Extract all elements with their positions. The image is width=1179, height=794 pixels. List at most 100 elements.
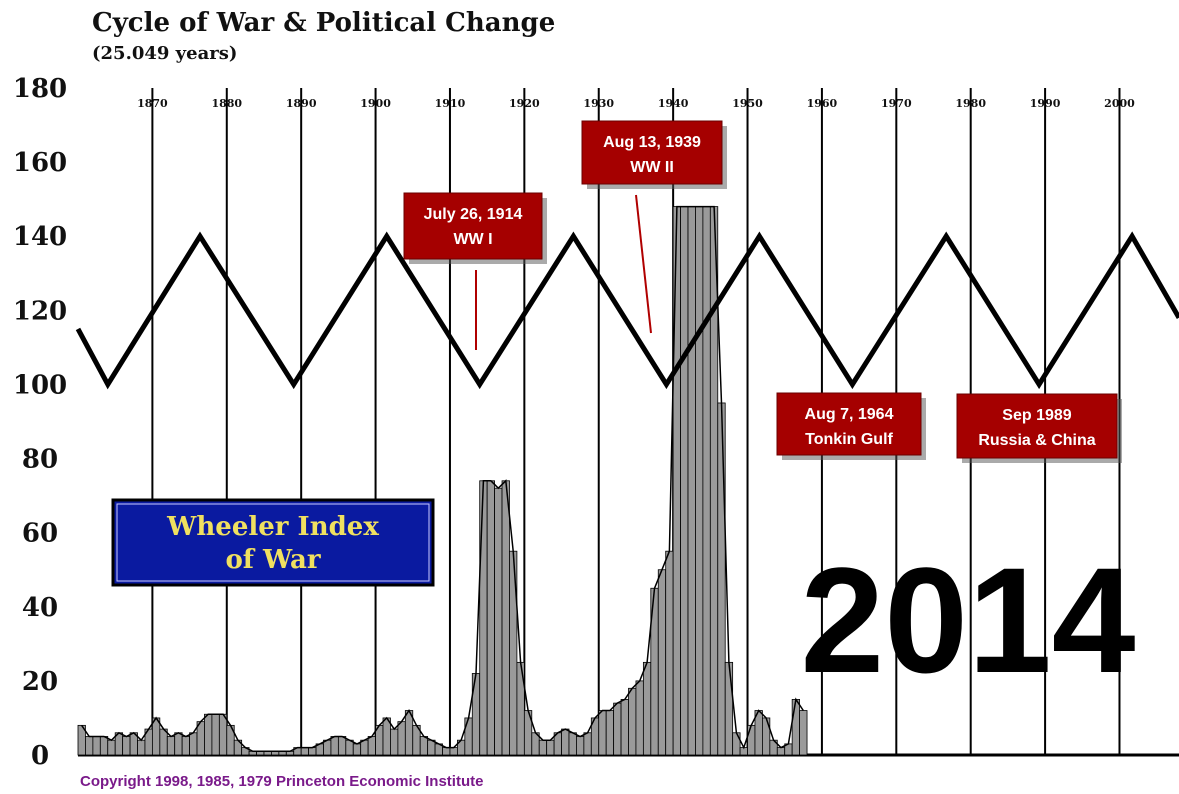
annotation-date: July 26, 1914 xyxy=(424,206,523,223)
wheeler-bar xyxy=(776,747,786,756)
wheeler-index-bars xyxy=(77,205,808,756)
wheeler-bar xyxy=(390,728,399,756)
chart-subtitle: (25.049 years) xyxy=(92,43,237,64)
y-tick-label: 140 xyxy=(13,222,67,252)
annotation-event: Tonkin Gulf xyxy=(805,431,893,448)
wheeler-bar xyxy=(568,732,577,756)
annotation-date: Sep 1989 xyxy=(1002,407,1071,424)
wheeler-bar xyxy=(352,743,362,756)
wheeler-bar xyxy=(419,736,429,756)
wheeler-bar xyxy=(122,736,131,756)
y-tick-label: 0 xyxy=(31,741,49,771)
wheeler-bar xyxy=(367,736,376,756)
annotation-event: WW I xyxy=(453,231,492,248)
x-tick-label: 1940 xyxy=(658,97,689,110)
wheeler-bar xyxy=(442,747,451,756)
wheeler-bar xyxy=(546,739,555,756)
x-tick-label: 1920 xyxy=(509,97,540,110)
wheeler-bar xyxy=(218,713,228,756)
y-tick-label: 60 xyxy=(22,519,58,549)
wheeler-envelope xyxy=(81,205,804,753)
y-tick-label: 120 xyxy=(13,296,67,326)
x-tick-label: 1990 xyxy=(1030,97,1061,110)
wheeler-bar xyxy=(151,717,161,756)
wheeler-bar xyxy=(107,739,116,756)
wheeler-bar xyxy=(494,487,503,756)
x-tick-label: 1910 xyxy=(435,97,466,110)
y-axis: 0 20 40 60 80 100 120 140 160 180 xyxy=(13,74,67,771)
x-tick-label: 2000 xyxy=(1104,97,1135,110)
wheeler-bar xyxy=(620,699,629,756)
wheeler-bar xyxy=(449,747,458,756)
wheeler-bar xyxy=(397,721,406,756)
wheeler-bar xyxy=(605,710,615,756)
wheeler-bar xyxy=(538,739,548,756)
x-tick-label: 1870 xyxy=(137,97,168,110)
x-tick-label: 1890 xyxy=(286,97,317,110)
y-tick-label: 80 xyxy=(22,445,58,475)
annotation-box: July 26, 1914 WW I xyxy=(403,192,547,350)
x-tick-label: 1960 xyxy=(807,97,838,110)
wheeler-bar xyxy=(479,480,488,756)
wheeler-bar xyxy=(724,661,734,756)
wheeler-bar xyxy=(159,728,168,756)
y-tick-label: 160 xyxy=(13,148,67,178)
wheeler-bar xyxy=(576,736,585,756)
y-tick-label: 180 xyxy=(13,74,67,104)
wheeler-bar xyxy=(717,402,726,756)
annotation-event: WW II xyxy=(630,159,674,176)
wheeler-bar xyxy=(300,747,310,756)
event-annotations: July 26, 1914 WW I Aug 13, 1939 WW II Aug 7,… xyxy=(403,120,1122,463)
wheeler-bar xyxy=(345,739,354,756)
wheeler-bar xyxy=(189,732,198,756)
wheeler-bar xyxy=(337,736,347,756)
wheeler-bar xyxy=(672,206,681,756)
copyright-text: Copyright 1998, 1985, 1979 Princeton Eco… xyxy=(80,773,483,790)
legend-box: Wheeler Index of War xyxy=(111,498,435,587)
wheeler-bar xyxy=(323,739,332,756)
wheeler-bar xyxy=(732,732,741,756)
x-tick-label: 1980 xyxy=(955,97,986,110)
annotation-box: Aug 13, 1939 WW II xyxy=(581,120,727,334)
wheeler-bar xyxy=(680,206,689,756)
wheeler-bar xyxy=(695,206,704,756)
wheeler-bar xyxy=(85,736,94,756)
cycle-line xyxy=(75,231,1179,390)
annotation-date: Aug 13, 1939 xyxy=(603,134,701,151)
wheeler-bar xyxy=(501,480,510,756)
wheeler-bar xyxy=(486,480,495,756)
wheeler-bar xyxy=(427,739,436,756)
wheeler-bar xyxy=(211,713,220,756)
x-tick-label: 1930 xyxy=(583,97,614,110)
y-tick-label: 40 xyxy=(22,593,58,623)
wheeler-bar xyxy=(204,713,213,756)
legend-line-1: Wheeler Index xyxy=(166,512,379,542)
wheeler-bar xyxy=(598,710,607,756)
wheeler-bar xyxy=(174,732,183,756)
wheeler-bar xyxy=(628,687,637,756)
wheeler-bar xyxy=(657,569,667,756)
wheeler-bar xyxy=(330,736,339,756)
x-tick-label: 1950 xyxy=(732,97,763,110)
wheeler-bar xyxy=(799,710,808,756)
wheeler-bar xyxy=(99,736,109,756)
wheeler-bar xyxy=(382,717,391,756)
wheeler-bar xyxy=(642,661,652,756)
wheeler-bar xyxy=(665,550,674,756)
x-axis: 1870 1880 1890 1900 1910 1920 1930 1940 1950 1960… xyxy=(137,97,1135,110)
annotation-event: Russia & China xyxy=(978,432,1095,449)
x-tick-label: 1880 xyxy=(211,97,242,110)
big-year-label: 2014 xyxy=(801,536,1136,704)
annotation-box: Aug 7, 1964 Tonkin Gulf xyxy=(776,392,926,460)
wheeler-bar xyxy=(702,206,711,756)
x-tick-label: 1970 xyxy=(881,97,912,110)
wheeler-bar xyxy=(613,702,622,756)
wheeler-bar xyxy=(687,206,696,756)
x-tick-label: 1900 xyxy=(360,97,391,110)
annotation-box: Sep 1989 Russia & China xyxy=(956,393,1122,463)
wheeler-bar xyxy=(635,680,644,756)
chart-title: Cycle of War & Political Change xyxy=(92,8,555,38)
wheeler-bar xyxy=(137,739,146,756)
y-tick-label: 100 xyxy=(13,370,67,400)
